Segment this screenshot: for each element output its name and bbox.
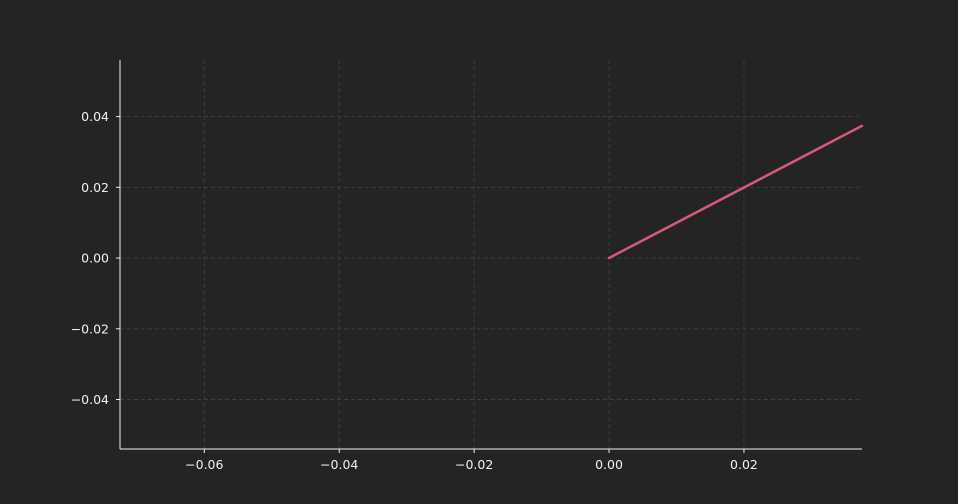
y-tick-label: −0.02	[71, 321, 109, 336]
x-tick-label: 0.02	[730, 457, 758, 472]
x-tick-label: −0.06	[185, 457, 223, 472]
grid	[120, 60, 862, 449]
x-tick-label: 0.00	[595, 457, 623, 472]
axes	[119, 60, 862, 450]
x-tick-label: −0.04	[320, 457, 358, 472]
series-line-0	[607, 124, 864, 260]
y-tick-label: 0.00	[81, 251, 109, 266]
x-tick-label: −0.02	[455, 457, 493, 472]
series-layer	[607, 124, 864, 260]
y-tick-label: 0.02	[81, 180, 109, 195]
y-tick-label: 0.04	[81, 109, 109, 124]
ticks: −0.06 −0.04 −0.02 0.00 0.02 −0.04 −0.02 0.00 0.0…	[71, 109, 758, 472]
y-tick-label: −0.04	[71, 392, 109, 407]
